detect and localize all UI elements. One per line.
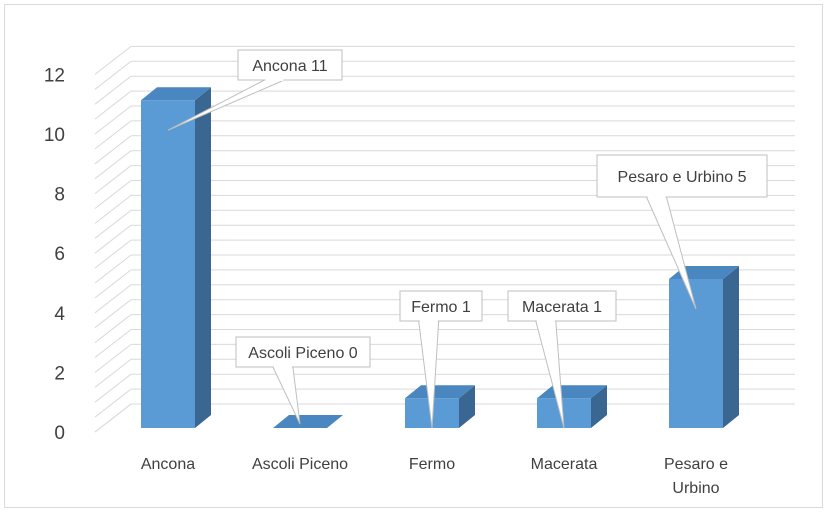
gridline-depth [94, 388, 132, 418]
data-label: Ascoli Piceno 0 [248, 345, 357, 362]
bar-side [591, 385, 607, 428]
gridline-depth [94, 284, 132, 314]
gridline-depth [94, 46, 132, 75]
x-tick-label: Ascoli Piceno [252, 456, 348, 473]
floor-edge [94, 403, 132, 433]
bar-top [273, 415, 343, 428]
y-tick-label: 0 [54, 423, 65, 444]
gridline-depth [94, 314, 132, 343]
gridline-depth [94, 254, 132, 284]
bar [669, 279, 723, 428]
data-label-box [507, 290, 617, 322]
y-tick-label: 8 [54, 185, 65, 206]
gridline-depth [94, 239, 132, 269]
gridline-depth [94, 150, 132, 180]
data-label-box [237, 49, 343, 81]
gridline-depth [94, 344, 132, 373]
gridline-depth [94, 209, 132, 239]
gridline-depth [94, 269, 132, 299]
data-label: Ancona 11 [252, 58, 327, 75]
x-tick-label: Fermo [409, 456, 455, 473]
y-tick-label: 6 [54, 244, 65, 265]
y-tick-label: 12 [44, 65, 65, 86]
gridline-depth [94, 224, 132, 254]
gridline-depth [94, 195, 132, 224]
y-tick-label: 4 [54, 304, 65, 325]
bar-side [195, 87, 211, 428]
y-tick-label: 2 [54, 363, 65, 384]
x-tick-label: Pesaro e [664, 456, 728, 473]
gridline-depth [94, 75, 132, 105]
data-label-pointer [272, 366, 301, 425]
gridline-depth [94, 180, 132, 209]
gridline-depth [94, 329, 132, 358]
gridline-depth [94, 120, 132, 150]
gridline-depth [94, 105, 132, 135]
data-label-box [596, 154, 768, 198]
data-label: Pesaro e Urbino 5 [618, 169, 747, 186]
y-tick-label: 10 [44, 125, 65, 146]
bar [141, 100, 195, 428]
data-label-box [399, 290, 483, 322]
data-label: Fermo 1 [411, 299, 471, 316]
data-label: Macerata 1 [522, 299, 602, 316]
gridline-depth [94, 299, 132, 329]
x-tick-label: Ancona [141, 456, 195, 473]
gridline-depth [94, 165, 132, 194]
gridline-depth [94, 60, 132, 90]
bar-top [141, 87, 211, 101]
x-tick-label: Urbino [672, 480, 719, 497]
gridline-depth [94, 358, 132, 388]
bar-side [723, 266, 739, 428]
x-tick-label: Macerata [531, 456, 598, 473]
bar-side [459, 385, 475, 428]
gridline-depth [94, 90, 132, 120]
data-label-box [235, 336, 371, 368]
gridline-depth [94, 135, 132, 165]
bar-top [405, 385, 475, 399]
gridline-depth [94, 373, 132, 403]
